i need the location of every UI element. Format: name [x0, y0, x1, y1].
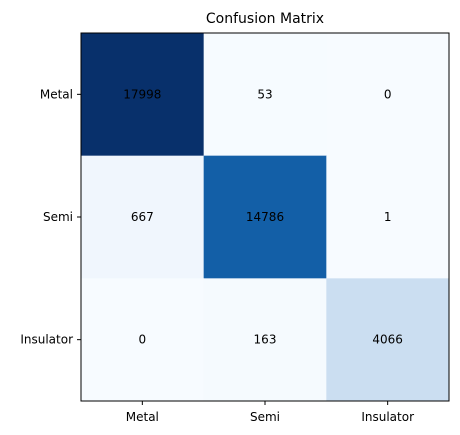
cell-value-label: 4066 — [372, 333, 403, 347]
heatmap-cell — [203, 155, 327, 279]
cell-value-label: 0 — [384, 87, 392, 101]
cell-value-label: 53 — [257, 87, 272, 101]
heatmap-cell — [81, 155, 205, 279]
cell-value-label: 1 — [384, 210, 392, 224]
cell-value-labels: 17998 53 0 667 14786 1 0 163 4066 — [123, 87, 403, 346]
heatmap-cell — [203, 33, 327, 157]
cell-value-label: 0 — [139, 333, 147, 347]
heatmap-cell — [81, 33, 205, 157]
y-tick-label: Metal — [40, 87, 73, 101]
heatmap-cell — [81, 278, 205, 402]
cell-value-label: 14786 — [246, 210, 284, 224]
cell-value-label: 17998 — [123, 87, 161, 101]
chart-title: Confusion Matrix — [206, 11, 324, 27]
heatmap-cell — [326, 278, 450, 402]
heatmap-cells — [81, 33, 450, 402]
y-axis: Metal Semi Insulator — [20, 87, 81, 347]
y-tick-label: Semi — [43, 210, 73, 224]
y-tick-label: Insulator — [20, 333, 73, 347]
heatmap-cell — [326, 33, 450, 157]
cell-value-label: 163 — [254, 333, 277, 347]
x-axis: Metal Semi Insulator — [126, 401, 414, 424]
heatmap-cell — [203, 278, 327, 402]
x-tick-label: Metal — [126, 410, 159, 424]
cell-value-label: 667 — [131, 210, 154, 224]
heatmap-cell — [326, 155, 450, 279]
x-tick-label: Insulator — [361, 410, 414, 424]
x-tick-label: Semi — [250, 410, 280, 424]
